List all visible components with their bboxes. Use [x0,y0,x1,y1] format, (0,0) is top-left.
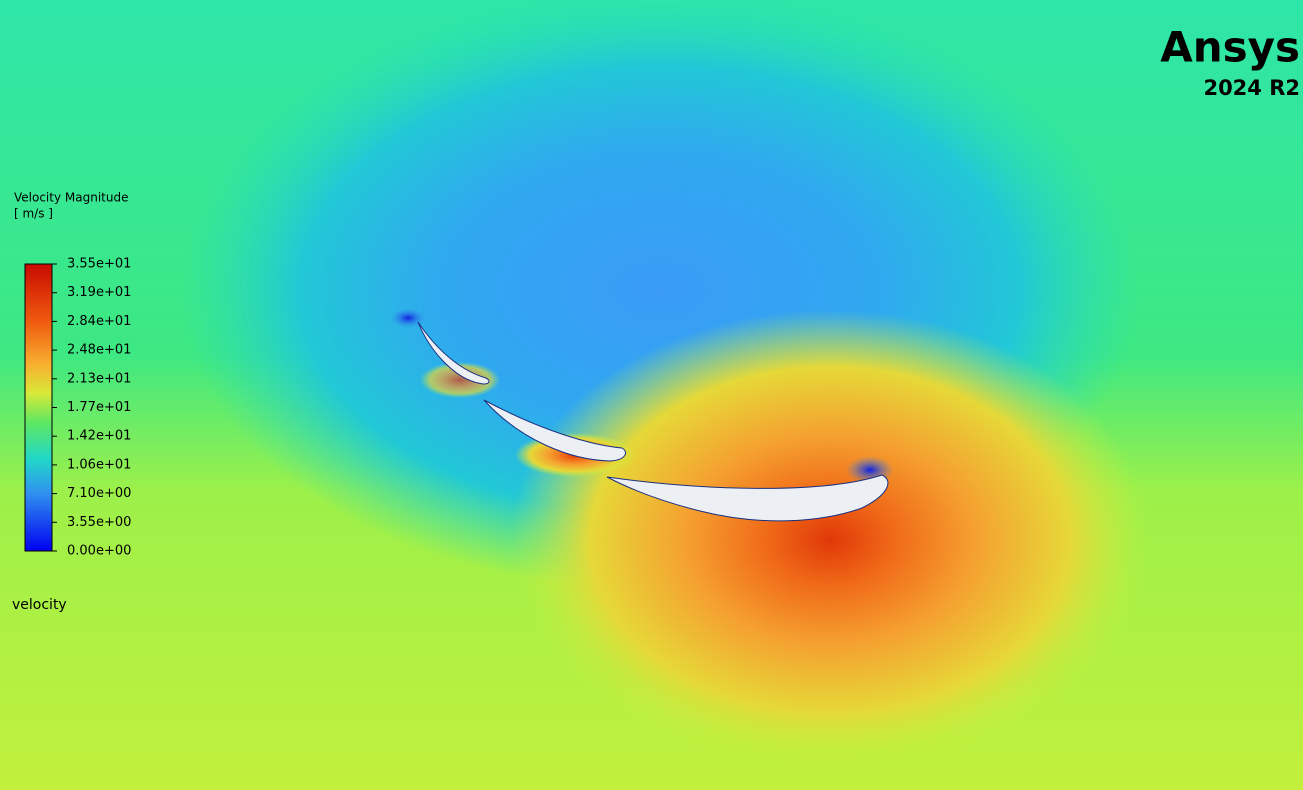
colorbar-tick-label: 2.48e+01 [67,343,131,358]
slat-jet [420,362,500,398]
caption: velocity [12,597,67,613]
colorbar-ticks: 3.55e+01 3.19e+01 2.84e+01 2.48e+01 2.13e+01… [52,257,131,559]
colorbar-tick-label: 3.55e+00 [67,515,131,530]
logo-name: Ansys [1160,23,1300,72]
logo-version: 2024 R2 [1203,76,1300,100]
flap-element [483,399,626,462]
colorbar-tick-label: 2.13e+01 [67,371,131,386]
colorbar-tick-label: 3.55e+01 [67,257,131,272]
colorbar-tick-label: 1.06e+01 [67,457,131,472]
colorbar-tick-label: 1.77e+01 [67,400,131,415]
slat-element [417,321,490,385]
colorbar-tick-label: 0.00e+00 [67,544,131,559]
colorbar-tick-label: 1.42e+01 [67,429,131,444]
legend-title: Velocity Magnitude [14,191,128,205]
colorbar [24,263,53,552]
stagnation-slat [390,308,426,328]
main-element [606,474,889,522]
legend-unit: [ m/s ] [14,207,53,221]
colorbar-tick-label: 7.10e+00 [67,486,131,501]
high-velocity-region [510,310,1150,770]
colorbar-tick-label: 2.84e+01 [67,314,131,329]
colorbar-tick-label: 3.19e+01 [67,285,131,300]
